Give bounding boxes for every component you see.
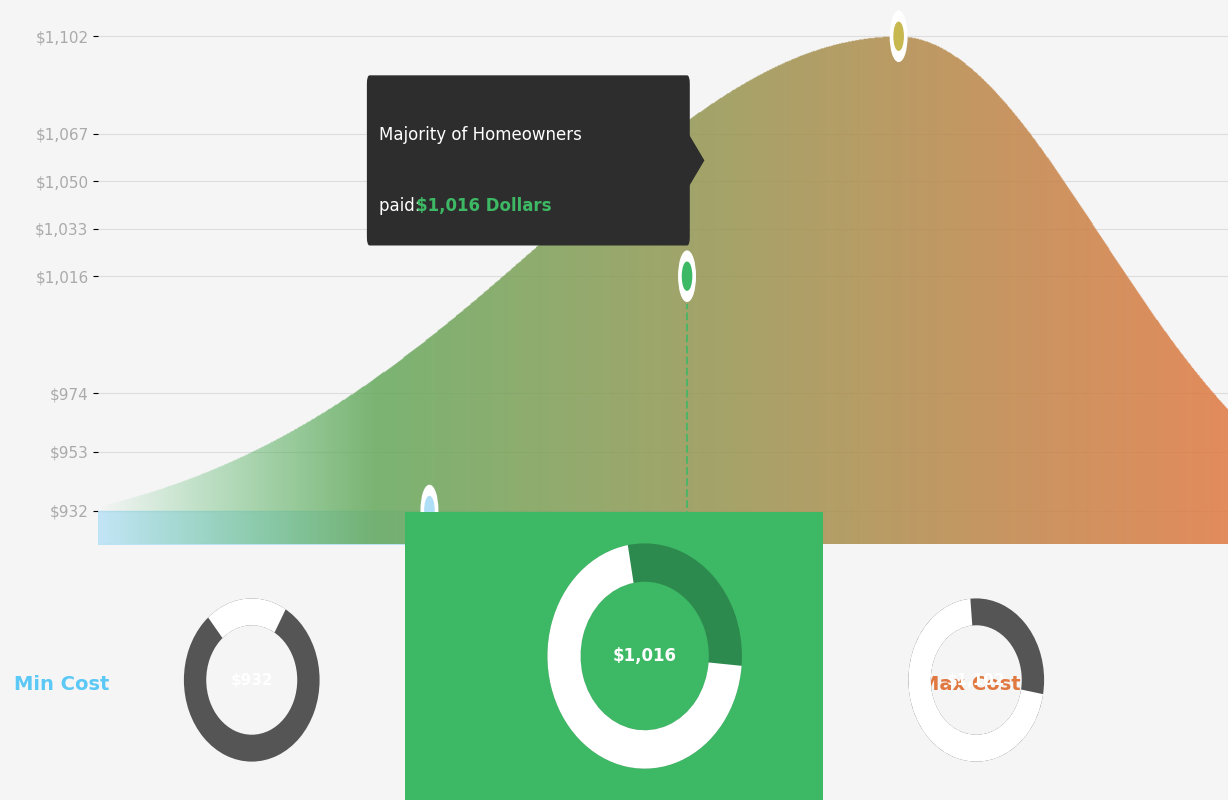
Circle shape — [894, 22, 904, 50]
Text: Max Cost: Max Cost — [920, 675, 1020, 694]
Circle shape — [890, 11, 907, 62]
Wedge shape — [909, 598, 1043, 762]
Wedge shape — [909, 598, 1044, 762]
Text: paid:: paid: — [379, 197, 426, 215]
Text: Avg Cost: Avg Cost — [437, 654, 540, 674]
Wedge shape — [548, 545, 742, 769]
Circle shape — [421, 486, 437, 536]
Text: $1,102: $1,102 — [947, 673, 1006, 687]
Polygon shape — [686, 133, 704, 188]
Text: Min Cost: Min Cost — [14, 675, 109, 694]
Circle shape — [425, 497, 433, 525]
Wedge shape — [548, 543, 742, 769]
Circle shape — [679, 251, 695, 302]
Text: Majority of Homeowners: Majority of Homeowners — [379, 126, 582, 143]
FancyBboxPatch shape — [367, 75, 690, 246]
Circle shape — [683, 262, 691, 290]
Wedge shape — [184, 598, 319, 762]
Text: $1,016 Dollars: $1,016 Dollars — [415, 197, 551, 215]
Wedge shape — [208, 598, 286, 638]
FancyBboxPatch shape — [397, 506, 831, 800]
Text: $1,016: $1,016 — [613, 647, 677, 665]
Text: $932: $932 — [231, 673, 273, 687]
